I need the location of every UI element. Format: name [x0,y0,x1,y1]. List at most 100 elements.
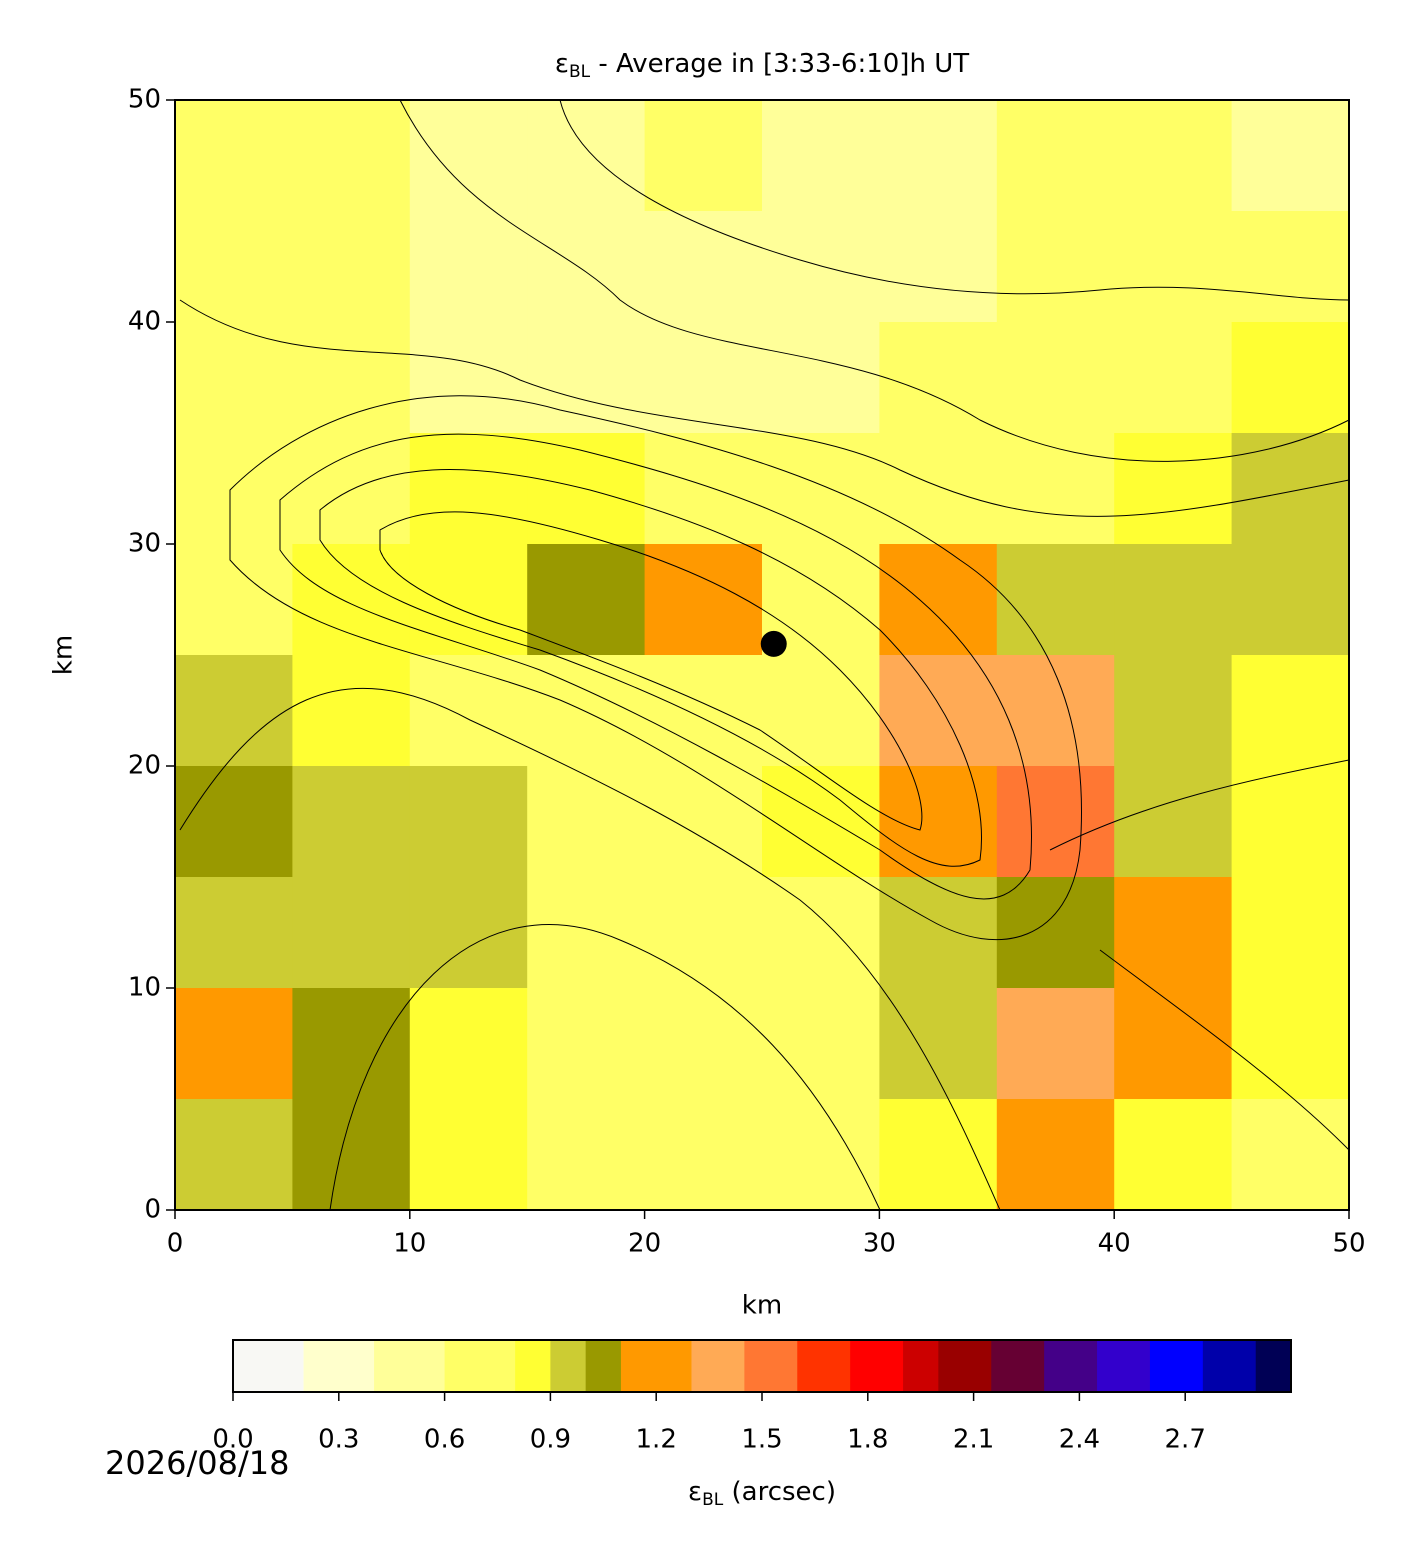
heat-cell [996,211,1115,323]
heat-cell [644,100,763,212]
heat-cell [1231,544,1350,656]
heat-cell [1231,655,1350,767]
heat-cell [762,433,880,545]
heat-cell [527,100,646,212]
heat-cell [1231,988,1350,1100]
heat-cell [644,433,763,545]
heat-cell [644,211,763,323]
heat-cell [292,655,411,767]
cbar-symbol: ε [688,1477,702,1507]
heat-cell [175,877,293,989]
colorbar-tick-label: 2.1 [953,1425,994,1455]
cbar-subscript: BL [702,1490,724,1510]
colorbar-segment [233,1340,305,1392]
colorbar-segment [938,1340,992,1392]
chart-title: εBL - Average in [3:33-6:10]h UT [555,49,969,83]
colorbar-segment [444,1340,516,1392]
colorbar-segment [515,1340,551,1392]
y-tick-label: 10 [128,973,161,1003]
colorbar-tick-label: 0.0 [212,1425,253,1455]
heat-cell [409,655,528,767]
heat-cell [409,322,528,434]
heat-cell [996,655,1115,767]
heat-cell [527,1099,646,1211]
colorbar-segment [303,1340,375,1392]
y-tick-label: 40 [128,307,161,337]
heat-cell [762,322,880,434]
heat-cell [996,100,1115,212]
heat-cell [175,766,293,878]
heat-cell [1114,655,1233,767]
heat-cell [762,877,880,989]
heat-cell [879,1099,998,1211]
heat-cell [1114,100,1233,212]
heat-cell [292,211,411,323]
colorbar-tick-label: 0.3 [318,1425,359,1455]
colorbar-segment [903,1340,939,1392]
contours [179,99,1350,1211]
colorbar-tick-label: 1.2 [636,1425,677,1455]
heat-cell [527,655,646,767]
colorbar-segment [374,1340,446,1392]
heat-cell [996,1099,1115,1211]
heat-cell [527,766,646,878]
y-tick-label: 30 [128,529,161,559]
heat-cell [175,655,293,767]
heat-cell [879,877,998,989]
colorbar-segment [620,1340,692,1392]
heat-cell [762,988,880,1100]
heat-cell [1231,322,1350,434]
colorbar-tick-label: 1.5 [741,1425,782,1455]
heat-cell [1231,211,1350,323]
title-subscript: BL [569,62,591,82]
colorbar-tick-label: 0.6 [424,1425,465,1455]
heat-cell [1114,433,1233,545]
heat-cell [409,877,528,989]
heat-cell [644,877,763,989]
heat-cell [527,544,646,656]
heat-cell [292,988,411,1100]
heat-cell [175,544,293,656]
colorbar-segment [1255,1340,1292,1392]
heat-cell [1114,544,1233,656]
heat-cell [409,988,528,1100]
title-symbol: ε [555,49,569,79]
heat-cell [292,322,411,434]
cbar-text: (arcsec) [723,1477,836,1507]
x-tick-label: 50 [1332,1229,1365,1259]
y-axis-label: km [49,635,79,675]
heat-cell [527,988,646,1100]
title-text: - Average in [3:33-6:10]h UT [590,49,969,79]
x-tick-label: 20 [628,1229,661,1259]
x-tick-label: 0 [167,1229,184,1259]
colorbar-tick-label: 1.8 [847,1425,888,1455]
date-annotation: 2026/08/18 [105,1444,289,1482]
heat-cell [292,544,411,656]
heat-cell [409,544,528,656]
heat-cell [644,766,763,878]
plot-frame [174,99,1350,1211]
y-tick-label: 20 [128,751,161,781]
heat-cell [1114,1099,1233,1211]
heat-cell [527,322,646,434]
heat-cell [879,433,998,545]
heat-cell [292,1099,411,1211]
colorbar-tick-label: 2.7 [1165,1425,1206,1455]
heat-cell [1114,322,1233,434]
heat-cell [1231,1099,1350,1211]
heat-cell [175,100,293,212]
heat-cell [409,766,528,878]
heat-cell [292,100,411,212]
heat-cell [1114,877,1233,989]
heat-cell [292,766,411,878]
heat-cell [409,433,528,545]
x-tick-label: 10 [393,1229,426,1259]
x-tick-label: 40 [1098,1229,1131,1259]
heat-cell [762,211,880,323]
heat-cell [879,211,998,323]
colorbar-frame [232,1339,1292,1393]
site-marker [760,630,787,657]
y-tick-label: 0 [144,1195,161,1225]
heat-cell [996,433,1115,545]
